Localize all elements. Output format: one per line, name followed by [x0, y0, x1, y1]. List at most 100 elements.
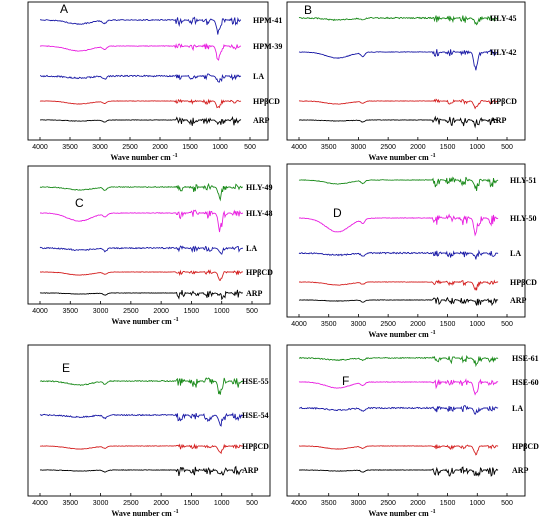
series-label: HPβCD [253, 97, 280, 106]
x-axis-title: Wave number cm -1 [111, 509, 178, 518]
panel-letter: E [62, 361, 70, 375]
x-axis-title: Wave number cm -1 [111, 317, 178, 326]
x-axis-title-superscript: -1 [431, 509, 436, 515]
x-tick-label: 500 [501, 500, 513, 507]
x-tick-label: 2500 [123, 308, 139, 315]
series-label: HLY-49 [246, 183, 273, 192]
x-tick-label: 1000 [214, 308, 230, 315]
x-tick-label: 1500 [440, 321, 456, 328]
x-axis-title-superscript: -1 [431, 330, 436, 336]
x-tick-label: 1500 [184, 308, 200, 315]
series-label: HSE-54 [242, 411, 269, 420]
series-line-hp-cd [298, 444, 499, 456]
series-line-la [298, 405, 499, 416]
panel-letter: F [342, 374, 349, 388]
panel-b: 4000 3500 3000 2500 2000 1500 1000 500 Wave numb… [286, 1, 526, 162]
x-tick-label: 4000 [291, 321, 307, 328]
series-line-arp [39, 465, 244, 477]
series-line-hp-cd [299, 279, 499, 291]
panel-letter: A [60, 2, 68, 16]
x-tick-label: 2500 [380, 144, 396, 151]
x-tick-label: 4000 [32, 500, 48, 507]
x-tick-label: 2000 [153, 500, 169, 507]
x-tick-label: 4000 [32, 144, 48, 151]
x-axis-title: Wave number cm -1 [110, 153, 177, 162]
x-tick-label: 3000 [93, 308, 109, 315]
x-tick-label: 500 [501, 321, 513, 328]
panel-letter: B [304, 3, 312, 17]
series-line-arp [298, 466, 499, 477]
x-tick-label: 500 [501, 144, 513, 151]
panel-a: 4000 3500 3000 2500 2000 1500 1000 500 Wave numb… [27, 1, 282, 162]
x-tick-label: 2500 [380, 500, 396, 507]
series-line-hse-54 [39, 412, 244, 427]
panel-c: 4000 3500 3000 2500 2000 1500 1000 500 Wave numb… [27, 165, 273, 326]
panel-frame [286, 1, 526, 141]
panel-f: 4000 3500 3000 2500 2000 1500 1000 500 Wave numb… [286, 344, 539, 518]
series-label: LA [510, 249, 521, 258]
x-tick-label: 1000 [469, 321, 485, 328]
x-axis-title-superscript: -1 [174, 317, 179, 323]
x-tick-label: 1000 [214, 500, 230, 507]
x-tick-label: 2000 [152, 144, 168, 151]
series-line-la [40, 73, 242, 83]
panel-frame [27, 344, 271, 497]
series-label: ARP [510, 296, 527, 305]
x-tick-label: 1500 [184, 500, 200, 507]
series-line-arp [298, 115, 499, 129]
series-label: HLY-42 [490, 48, 517, 57]
x-tick-label: 3500 [62, 144, 78, 151]
series-label: ARP [512, 466, 529, 475]
x-axis-title: Wave number cm -1 [368, 330, 435, 339]
series-label: HLY-48 [246, 209, 273, 218]
series-line-hp-cd [39, 443, 244, 455]
series-line-hse-61 [298, 354, 499, 368]
panel-e: 4000 3500 3000 2500 2000 1500 1000 500 Wave numb… [27, 344, 271, 518]
series-label: HLY-51 [510, 176, 537, 185]
panel-d: 4000 3500 3000 2500 2000 1500 1000 500 Wave numb… [286, 163, 537, 339]
series-label: HLY-45 [490, 14, 517, 23]
series-line-hly-51 [298, 176, 499, 191]
series-label: HPβCD [246, 268, 273, 277]
x-tick-label: 4000 [291, 500, 307, 507]
series-label: HLY-50 [510, 214, 537, 223]
x-tick-label: 3000 [351, 500, 367, 507]
x-tick-label: 2000 [153, 308, 169, 315]
series-label: LA [512, 404, 523, 413]
x-tick-label: 3500 [62, 308, 78, 315]
x-tick-label: 500 [244, 144, 256, 151]
x-tick-label: 500 [246, 500, 258, 507]
series-label: HPβCD [512, 442, 539, 451]
series-label: LA [246, 244, 257, 253]
x-tick-label: 1000 [212, 144, 228, 151]
series-line-hse-60 [298, 378, 499, 396]
panel-frame [286, 344, 526, 497]
x-tick-label: 500 [246, 308, 258, 315]
x-tick-label: 1500 [440, 144, 456, 151]
x-tick-label: 3000 [93, 500, 109, 507]
series-label: ARP [490, 116, 507, 125]
series-line-hse-55 [39, 377, 244, 395]
x-tick-label: 2500 [122, 144, 138, 151]
series-label: HSE-61 [512, 354, 539, 363]
x-axis-title: Wave number cm -1 [368, 153, 435, 162]
x-tick-label: 3500 [321, 500, 337, 507]
series-label: HPβCD [242, 442, 269, 451]
x-tick-label: 3000 [92, 144, 108, 151]
series-label: ARP [246, 289, 263, 298]
x-tick-label: 3500 [321, 321, 337, 328]
x-tick-label: 2000 [410, 500, 426, 507]
x-tick-label: 2000 [410, 144, 426, 151]
series-label: HPM-39 [253, 42, 282, 51]
x-tick-label: 3500 [321, 144, 337, 151]
x-axis-title-superscript: -1 [173, 153, 178, 159]
x-tick-label: 3500 [62, 500, 78, 507]
series-line-hpm-41 [39, 16, 242, 35]
x-axis-title: Wave number cm -1 [368, 509, 435, 518]
x-tick-label: 1500 [182, 144, 198, 151]
series-label: HPM-41 [253, 16, 282, 25]
x-tick-label: 3000 [351, 144, 367, 151]
series-label: HPβCD [510, 278, 537, 287]
series-line-hly-48 [40, 209, 244, 233]
